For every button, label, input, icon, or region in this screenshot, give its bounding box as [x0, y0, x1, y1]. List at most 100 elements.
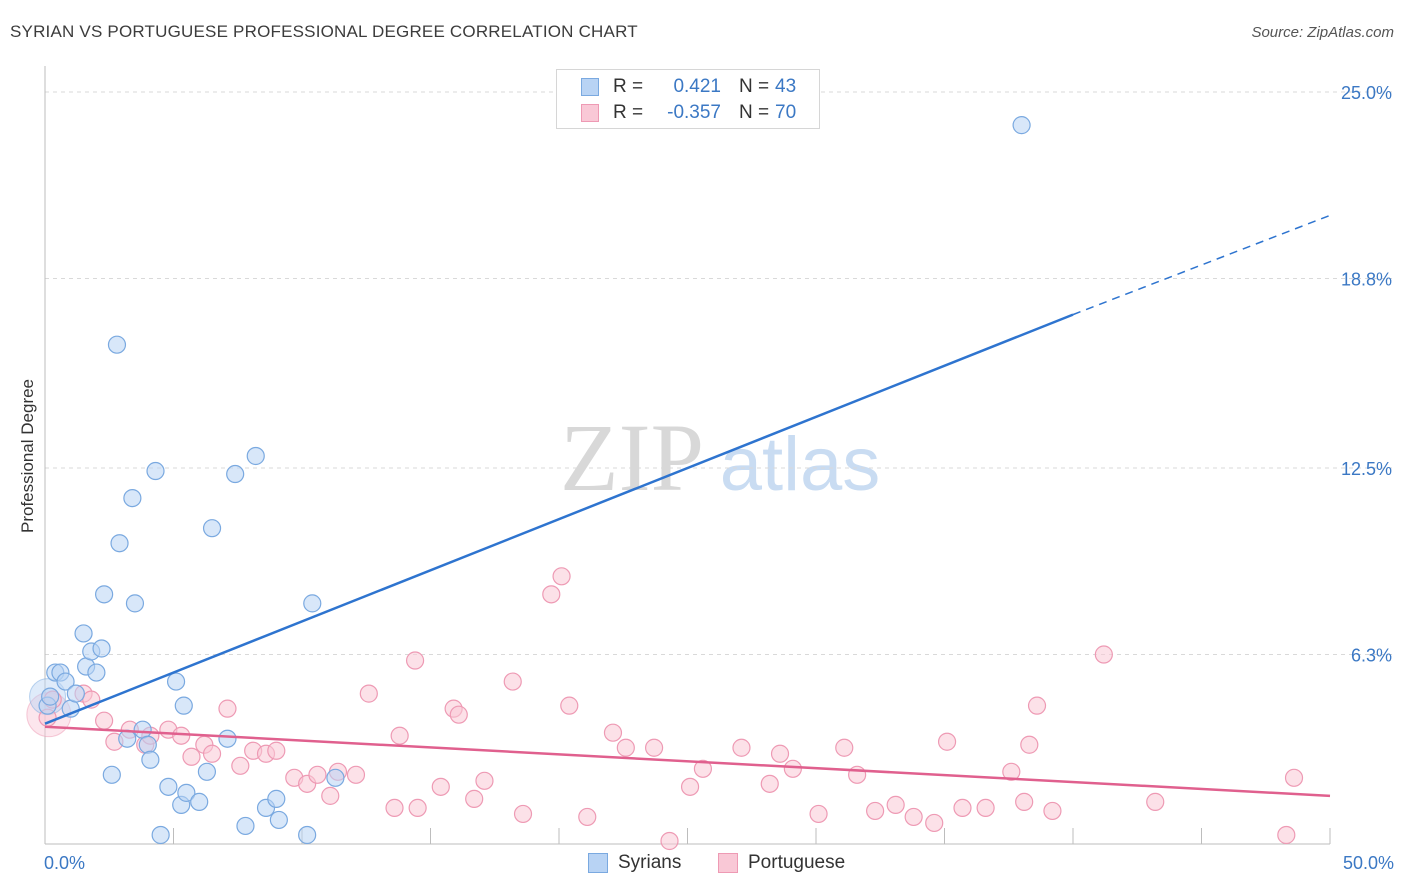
watermark-zip: ZIP	[560, 404, 704, 511]
portuguese-point-14	[218, 699, 237, 718]
syrians-point-35	[246, 446, 265, 466]
syrians-swatch	[581, 78, 599, 96]
syrians-point-40	[303, 594, 322, 613]
portuguese-r-label: R =	[613, 102, 644, 123]
portuguese-point-56	[925, 813, 944, 833]
syrians-point-38	[269, 810, 288, 830]
syrians-point-37	[267, 789, 286, 808]
portuguese-point-21	[308, 765, 327, 784]
portuguese-point-54	[886, 795, 905, 814]
syrians-point-22	[146, 461, 165, 481]
portuguese-r-value: -0.357	[667, 102, 721, 123]
syrians-point-31	[202, 519, 222, 538]
portuguese-point-53	[866, 801, 885, 821]
portuguese-n-label: N =	[739, 102, 770, 123]
portuguese-n-value: 70	[775, 102, 797, 123]
portuguese-point-33	[465, 789, 484, 808]
portuguese-point-55	[904, 807, 923, 827]
syrians-point-20	[138, 735, 157, 754]
portuguese-point-51	[835, 738, 854, 757]
syrians-point-7	[74, 624, 93, 643]
portuguese-point-48	[770, 744, 790, 763]
correlation-legend: R = 0.421 N = 43 R = -0.357 N = 70	[556, 69, 820, 129]
portuguese-point-34	[475, 771, 494, 790]
syrians-point-28	[177, 783, 196, 802]
syrians-point-23	[151, 825, 170, 845]
syrians-point-32	[218, 729, 237, 748]
portuguese-point-49	[783, 759, 802, 778]
syrians-point-39	[298, 825, 317, 845]
portuguese-point-65	[1094, 645, 1113, 664]
portuguese-point-36	[513, 804, 533, 824]
portuguese-point-39	[560, 696, 579, 715]
portuguese-point-66	[1146, 792, 1165, 811]
syrians-r-label: R =	[613, 76, 644, 97]
syrians-point-18	[125, 594, 145, 613]
syrians-point-42	[1012, 116, 1031, 135]
syrians-point-11	[92, 639, 111, 658]
portuguese-point-15	[231, 756, 250, 775]
gridlines	[45, 91, 1392, 656]
portuguese-point-11	[182, 747, 201, 766]
syrians-point-15	[110, 534, 129, 553]
portuguese-point-26	[385, 798, 404, 818]
portuguese-point-44	[680, 777, 700, 796]
syrians-point-10	[87, 663, 106, 682]
syrians-point-34	[236, 816, 255, 836]
portuguese-point-61	[1015, 792, 1034, 811]
watermark: ZIP atlas	[560, 404, 880, 511]
trend-lines	[44, 214, 1331, 798]
portuguese-point-10	[172, 726, 191, 745]
portuguese-point-45	[693, 759, 713, 778]
portuguese-point-24	[346, 765, 366, 784]
syrians-point-14	[107, 335, 127, 354]
syrians-point-1	[41, 687, 60, 706]
chart-title: SYRIAN VS PORTUGUESE PROFESSIONAL DEGREE…	[10, 22, 638, 41]
legend-item-portuguese[interactable]: Portuguese	[718, 852, 845, 874]
x-tick-label-max: 50.0%	[1343, 853, 1394, 873]
x-tick-label-min: 0.0%	[44, 853, 85, 873]
syrians-n-value: 43	[775, 76, 797, 97]
portuguese-point-60	[1002, 762, 1021, 781]
syrians-point-13	[102, 765, 121, 784]
portuguese-trend-line	[44, 725, 1331, 798]
syrians-point-30	[197, 762, 217, 781]
portuguese-legend-swatch	[718, 853, 738, 873]
portuguese-point-18	[267, 741, 286, 760]
syrians-point-19	[133, 720, 152, 739]
syrians-legend-swatch	[588, 853, 608, 873]
syrians-point-27	[174, 696, 193, 715]
y-tick-label-1: 18.8%	[1341, 270, 1392, 290]
syrians-point-41	[326, 768, 345, 787]
source-label: Source: ZipAtlas.com	[1251, 24, 1394, 41]
syrians-point-25	[166, 672, 186, 691]
legend-item-syrians[interactable]: Syrians	[588, 852, 681, 874]
y-tick-label-0: 25.0%	[1341, 83, 1392, 103]
syrians-legend-label: Syrians	[618, 852, 682, 873]
portuguese-point-58	[953, 798, 972, 818]
series-legend: Syrians Portuguese	[0, 852, 1406, 878]
portuguese-point-42	[616, 738, 635, 757]
portuguese-point-25	[359, 684, 378, 703]
portuguese-point-47	[760, 774, 779, 793]
legend-row-syrians: R = 0.421 N = 43	[581, 75, 796, 99]
portuguese-point-50	[809, 804, 828, 824]
data-points	[26, 116, 1304, 851]
tick-labels: 25.0% 18.8% 12.5% 6.3% 0.0% 50.0%	[44, 83, 1394, 873]
y-tick-label-3: 6.3%	[1351, 646, 1392, 666]
portuguese-point-38	[552, 567, 571, 586]
portuguese-point-29	[408, 798, 427, 818]
portuguese-point-40	[578, 807, 597, 827]
syrians-point-29	[190, 792, 209, 811]
syrians-point-21	[141, 750, 160, 769]
portuguese-legend-label: Portuguese	[748, 852, 846, 873]
syrians-n-label: N =	[739, 76, 770, 97]
portuguese-point-67	[1277, 825, 1296, 845]
syrians-point-17	[123, 488, 142, 508]
portuguese-point-13	[202, 744, 222, 763]
syrians-trend-extension	[1072, 214, 1331, 316]
portuguese-point-22	[321, 786, 340, 805]
portuguese-point-30	[431, 777, 450, 796]
syrians-point-16	[118, 729, 137, 748]
